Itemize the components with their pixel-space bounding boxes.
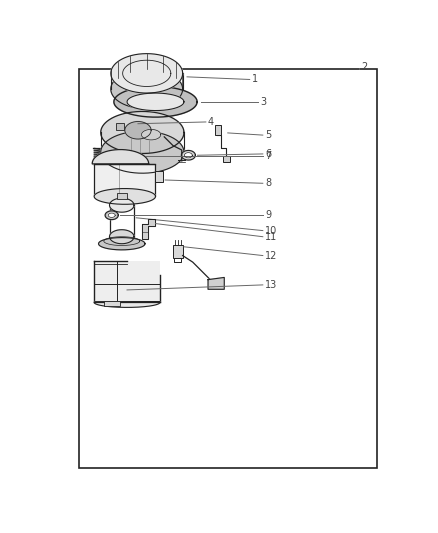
Text: 3: 3 xyxy=(261,97,267,107)
Polygon shape xyxy=(99,238,145,250)
Text: 1: 1 xyxy=(252,75,258,84)
Polygon shape xyxy=(127,93,184,110)
Polygon shape xyxy=(184,152,192,158)
Text: 13: 13 xyxy=(265,280,277,290)
Text: 8: 8 xyxy=(265,178,271,188)
Text: 6: 6 xyxy=(265,149,271,159)
Polygon shape xyxy=(110,198,134,212)
Polygon shape xyxy=(92,150,148,164)
Bar xyxy=(94,164,155,197)
Text: 10: 10 xyxy=(265,225,277,236)
Bar xyxy=(215,125,221,135)
Polygon shape xyxy=(208,278,224,289)
Bar xyxy=(94,261,160,302)
Polygon shape xyxy=(101,111,184,154)
Bar xyxy=(155,171,163,182)
Bar xyxy=(117,193,127,199)
Text: 7: 7 xyxy=(265,151,271,161)
Polygon shape xyxy=(105,211,118,220)
Polygon shape xyxy=(111,69,183,109)
Text: 12: 12 xyxy=(265,251,277,261)
Polygon shape xyxy=(114,86,197,117)
Text: 4: 4 xyxy=(208,117,214,127)
Text: 11: 11 xyxy=(265,232,277,242)
Text: 9: 9 xyxy=(265,210,271,220)
Polygon shape xyxy=(110,230,134,244)
Polygon shape xyxy=(181,150,195,160)
Bar xyxy=(116,123,124,130)
Text: 2: 2 xyxy=(361,62,367,72)
Bar xyxy=(79,69,377,468)
Text: 5: 5 xyxy=(265,130,271,140)
Polygon shape xyxy=(101,131,184,173)
Bar xyxy=(104,301,120,306)
Polygon shape xyxy=(141,130,161,140)
Bar xyxy=(173,245,183,258)
Polygon shape xyxy=(111,54,183,93)
Polygon shape xyxy=(108,213,115,217)
Polygon shape xyxy=(142,219,155,239)
Bar xyxy=(223,156,230,162)
Polygon shape xyxy=(94,189,155,204)
Polygon shape xyxy=(125,122,151,139)
Polygon shape xyxy=(94,302,160,308)
